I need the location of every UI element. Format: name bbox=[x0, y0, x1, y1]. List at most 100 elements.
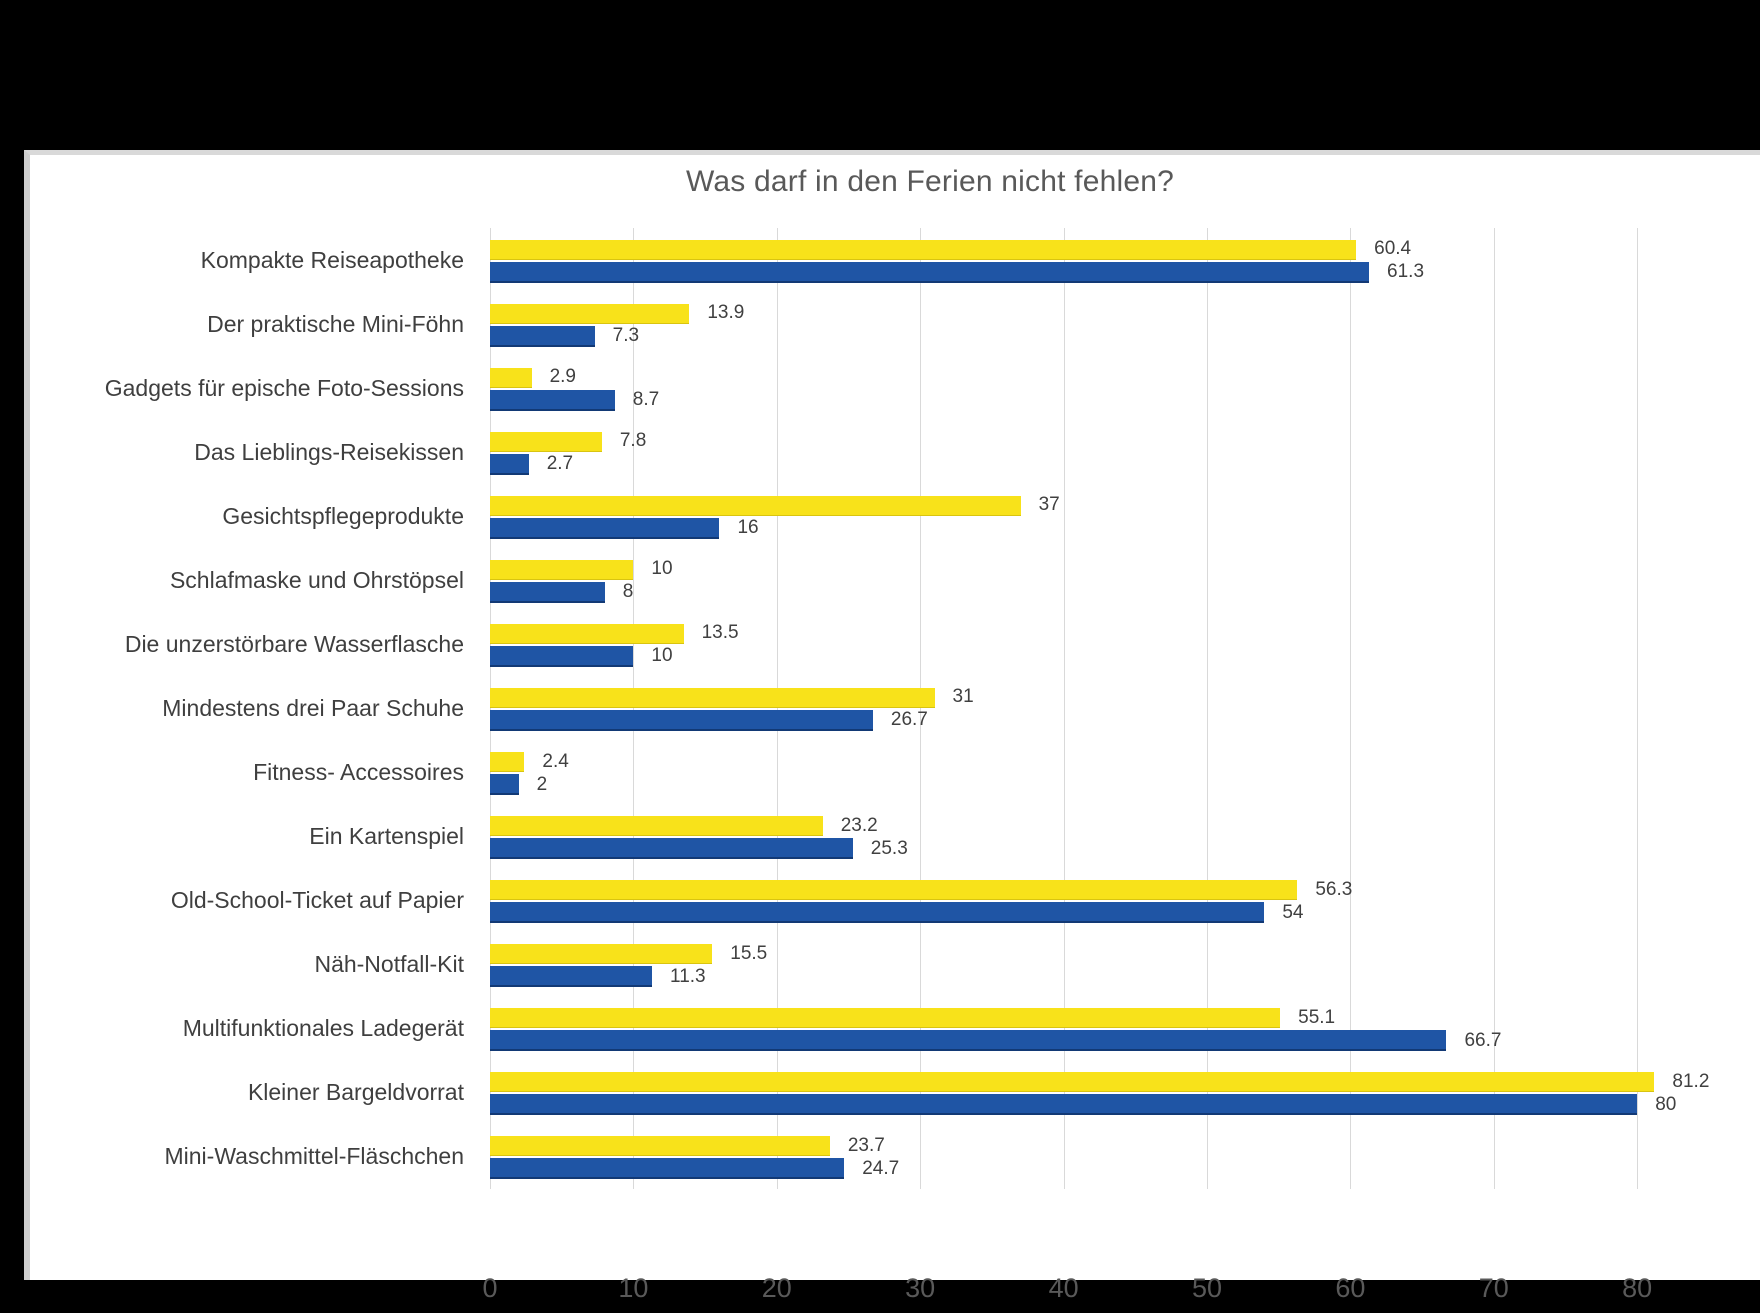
yellow-bar bbox=[490, 367, 532, 388]
bar-group: 23.7 24.7 bbox=[490, 1125, 1760, 1189]
bar-row: Gesichtspflegeprodukte 37 16 bbox=[30, 484, 1760, 548]
bar-group: 15.5 11.3 bbox=[490, 933, 1760, 997]
bar-rows: Kompakte Reiseapotheke 60.4 61.3 Der prakti… bbox=[30, 228, 1760, 1189]
bar-group: 13.9 7.3 bbox=[490, 292, 1760, 356]
yellow-bar bbox=[490, 431, 602, 452]
plot-area: Kompakte Reiseapotheke 60.4 61.3 Der prakti… bbox=[30, 228, 1760, 1303]
category-label: Kleiner Bargeldvorrat bbox=[247, 1079, 464, 1106]
blue-bar bbox=[490, 645, 634, 667]
bar-group: 55.1 66.7 bbox=[490, 997, 1760, 1061]
category-label: Mindestens drei Paar Schuhe bbox=[162, 694, 464, 721]
chart-title: Was darf in den Ferien nicht fehlen? bbox=[685, 165, 1175, 198]
blue-bar bbox=[490, 1094, 1638, 1116]
blue-value-label: 25.3 bbox=[870, 837, 908, 859]
category-label: Näh-Notfall-Kit bbox=[314, 951, 464, 978]
yellow-value-label: 55.1 bbox=[1298, 1006, 1336, 1028]
bar-row: Das Lieblings-Reisekissen 7.8 2.7 bbox=[30, 420, 1760, 484]
category-label: Gesichtspflegeprodukte bbox=[222, 502, 464, 529]
blue-bar bbox=[490, 261, 1370, 283]
yellow-value-label: 23.2 bbox=[840, 814, 878, 836]
blue-bar bbox=[490, 389, 615, 411]
yellow-bar bbox=[490, 880, 1298, 901]
blue-bar bbox=[490, 902, 1265, 924]
yellow-bar bbox=[490, 944, 713, 965]
gridline bbox=[1637, 228, 1639, 1189]
bar-group: 13.5 10 bbox=[490, 612, 1760, 676]
bar-row: Der praktische Mini-Föhn 13.9 7.3 bbox=[30, 292, 1760, 356]
gridline bbox=[1063, 228, 1065, 1189]
blue-value-label: 2 bbox=[536, 773, 548, 795]
bar-row: Multifunktionales Ladegerät 55.1 66.7 bbox=[30, 997, 1760, 1061]
yellow-bar bbox=[490, 559, 634, 580]
x-axis-tick-label: 0 bbox=[482, 1273, 498, 1303]
bar-group: 37 16 bbox=[490, 484, 1760, 548]
category-label: Das Lieblings-Reisekissen bbox=[194, 438, 464, 465]
bar-group: 2.9 8.7 bbox=[490, 356, 1760, 420]
category-label: Old-School-Ticket auf Papier bbox=[170, 887, 464, 914]
yellow-bar bbox=[490, 1008, 1281, 1029]
bar-group: 23.2 25.3 bbox=[490, 805, 1760, 869]
x-axis: 0 10 20 30 40 50 60 70 80 bbox=[30, 1273, 1760, 1313]
bar-row: Die unzerstörbare Wasserflasche 13.5 10 bbox=[30, 612, 1760, 676]
yellow-bar bbox=[490, 239, 1357, 260]
blue-bar bbox=[490, 709, 873, 731]
x-axis-tick-label: 30 bbox=[905, 1273, 936, 1303]
category-label: Multifunktionales Ladegerät bbox=[182, 1015, 464, 1042]
bar-row: Mini-Waschmittel-Fläschchen 23.7 24.7 bbox=[30, 1125, 1760, 1189]
bar-row: Schlafmaske und Ohrstöpsel 10 8 bbox=[30, 548, 1760, 612]
chart-page: Was darf in den Ferien nicht fehlen? Kom… bbox=[24, 150, 1760, 1303]
category-label: Der praktische Mini-Föhn bbox=[207, 310, 464, 337]
yellow-value-label: 37 bbox=[1038, 494, 1060, 516]
bar-group: 7.8 2.7 bbox=[490, 420, 1760, 484]
yellow-bar bbox=[490, 752, 525, 773]
bar-group: 81.2 80 bbox=[490, 1061, 1760, 1125]
yellow-value-label: 10 bbox=[651, 558, 673, 580]
yellow-value-label: 15.5 bbox=[730, 942, 768, 964]
blue-bar bbox=[490, 1030, 1447, 1052]
blue-value-label: 11.3 bbox=[670, 965, 706, 987]
blue-bar bbox=[490, 517, 720, 539]
gridline bbox=[1350, 228, 1352, 1189]
blue-value-label: 10 bbox=[651, 645, 673, 667]
yellow-value-label: 2.9 bbox=[549, 366, 576, 388]
yellow-value-label: 56.3 bbox=[1315, 878, 1353, 900]
category-label: Die unzerstörbare Wasserflasche bbox=[124, 630, 464, 657]
blue-bar bbox=[490, 838, 853, 860]
blue-bar bbox=[490, 453, 529, 475]
category-label: Fitness- Accessoires bbox=[253, 759, 464, 786]
x-axis-tick-label: 50 bbox=[1191, 1273, 1223, 1303]
category-label: Kompakte Reiseapotheke bbox=[200, 246, 464, 273]
gridline bbox=[776, 228, 778, 1189]
blue-value-label: 61.3 bbox=[1387, 261, 1425, 283]
yellow-value-label: 23.7 bbox=[847, 1134, 885, 1156]
category-label: Ein Kartenspiel bbox=[309, 823, 464, 850]
top-black-bar bbox=[0, 0, 1760, 150]
yellow-value-label: 7.8 bbox=[619, 430, 647, 452]
x-axis-tick-label: 70 bbox=[1478, 1273, 1509, 1303]
yellow-value-label: 81.2 bbox=[1672, 1070, 1710, 1092]
yellow-bar bbox=[490, 1136, 830, 1157]
x-axis-tick-label: 40 bbox=[1048, 1273, 1079, 1303]
gridline bbox=[490, 228, 491, 1189]
bar-row: Näh-Notfall-Kit 15.5 11.3 bbox=[30, 933, 1760, 997]
category-label: Schlafmaske und Ohrstöpsel bbox=[169, 566, 464, 593]
category-label: Mini-Waschmittel-Fläschchen bbox=[164, 1143, 465, 1170]
gridline bbox=[1207, 228, 1208, 1189]
x-axis-tick-label: 60 bbox=[1335, 1273, 1366, 1303]
blue-value-label: 80 bbox=[1655, 1093, 1677, 1115]
bar-row: Mindestens drei Paar Schuhe 31 26.7 bbox=[30, 676, 1760, 740]
blue-value-label: 66.7 bbox=[1464, 1029, 1502, 1051]
yellow-bar bbox=[490, 623, 684, 644]
blue-value-label: 8.7 bbox=[632, 389, 660, 411]
bar-row: Gadgets für epische Foto-Sessions 2.9 8.7 bbox=[30, 356, 1760, 420]
category-label: Gadgets für epische Foto-Sessions bbox=[104, 374, 464, 401]
x-axis-tick-label: 20 bbox=[761, 1273, 792, 1303]
yellow-value-label: 13.9 bbox=[707, 302, 745, 324]
left-black-strip bbox=[0, 150, 24, 1280]
bar-group: 2.4 2 bbox=[490, 741, 1760, 805]
yellow-value-label: 13.5 bbox=[701, 622, 739, 644]
yellow-bar bbox=[490, 816, 823, 837]
bar-group: 31 26.7 bbox=[490, 676, 1760, 740]
blue-bar bbox=[490, 966, 653, 988]
blue-bar bbox=[490, 581, 605, 603]
